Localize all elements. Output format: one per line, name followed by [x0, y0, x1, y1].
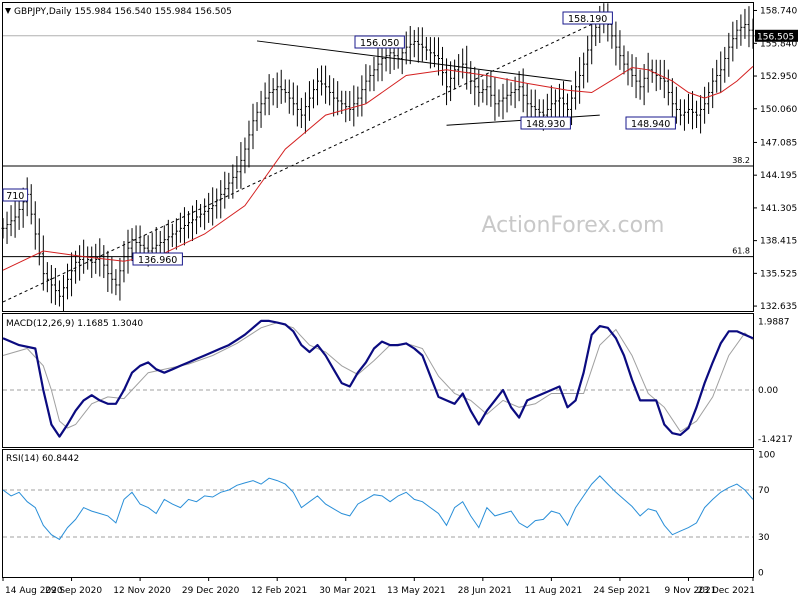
price-annotation-box: [520, 116, 571, 130]
price-annotation-label: 136.960: [138, 255, 177, 266]
x-axis-label: 14 Aug 2020: [5, 586, 63, 596]
price-y-tick-label: 147.085: [760, 138, 797, 148]
price-annotation-box: [2, 188, 29, 202]
price-annotation-box: [132, 252, 183, 266]
price-annotation-box: [354, 35, 405, 49]
rsi-line: [2, 475, 754, 541]
price-annotation-label: 158.190: [568, 14, 607, 25]
price-header: GBPJPY,Daily 155.984 156.540 155.984 156…: [14, 7, 232, 17]
price-annotation-box: [562, 11, 613, 25]
price-y-tick-label: 158.740: [760, 6, 797, 16]
price-y-tick-label: 135.525: [760, 269, 797, 279]
x-axis-label: 9 Nov 2021: [665, 586, 717, 596]
fib-level-label: 38.2: [732, 156, 750, 165]
x-axis-label: 23 Dec 2021: [698, 586, 756, 596]
price-annotation-label: 710: [6, 191, 24, 202]
price-y-tick-label: 150.060: [760, 105, 797, 115]
price-pane-frame: [2, 2, 754, 312]
rsi-y-tick-label: 30: [758, 533, 770, 543]
fib-level-label: 61.8: [732, 247, 750, 256]
price-y-tick-label: 155.840: [760, 39, 797, 49]
current-price-tag: [755, 29, 798, 42]
rsi-y-tick-label: 0: [758, 568, 764, 578]
macd-pane-frame: [2, 313, 754, 448]
x-axis-label: 11 Aug 2021: [525, 586, 583, 596]
macd-signal-line: [2, 322, 754, 433]
price-y-tick-label: 152.950: [760, 72, 797, 82]
current-price-label: 156.505: [757, 32, 794, 42]
rsi-header: RSI(14) 60.8442: [6, 454, 79, 464]
x-axis-label: 12 Nov 2020: [113, 586, 171, 596]
rsi-pane-frame: [2, 449, 754, 578]
x-axis-label: 28 Jun 2021: [458, 586, 512, 596]
price-header-group: GBPJPY,Daily 155.984 156.540 155.984 156…: [5, 7, 232, 17]
price-y-tick-label: 138.415: [760, 237, 797, 247]
x-axis-label: 29 Sep 2020: [45, 586, 102, 596]
x-axis-label: 13 May 2021: [387, 586, 446, 596]
price-annotation-label: 148.940: [631, 119, 670, 130]
price-annotation-label: 148.930: [526, 119, 565, 130]
rsi-y-tick-label: 100: [758, 451, 775, 461]
rsi-y-tick-label: 70: [758, 486, 770, 496]
watermark: ActionForex.com: [482, 213, 665, 238]
x-axis-label: 12 Feb 2021: [251, 586, 307, 596]
macd-y-tick-label: 0.00: [758, 386, 778, 396]
x-axis-label: 29 Dec 2020: [182, 586, 240, 596]
macd-line: [2, 319, 754, 438]
macd-y-tick-label: -1.4217: [758, 435, 793, 445]
price-annotation-box: [625, 116, 676, 130]
x-axis-label: 30 Mar 2021: [319, 586, 376, 596]
price-y-tick-label: 144.195: [760, 171, 797, 181]
macd-y-tick-label: 1.9887: [758, 317, 790, 327]
x-axis-label: 24 Sep 2021: [593, 586, 650, 596]
price-annotation-label: 156.050: [360, 38, 399, 49]
macd-header: MACD(12,26,9) 1.1685 1.3040: [6, 319, 143, 329]
header-triangle-icon: [5, 8, 11, 14]
price-y-tick-label: 132.635: [760, 302, 797, 312]
chart-marks: 38.2 61.8 158.740 155.840 152.950 150.060 147.…: [1, 3, 798, 596]
price-y-tick-label: 141.305: [760, 204, 797, 214]
